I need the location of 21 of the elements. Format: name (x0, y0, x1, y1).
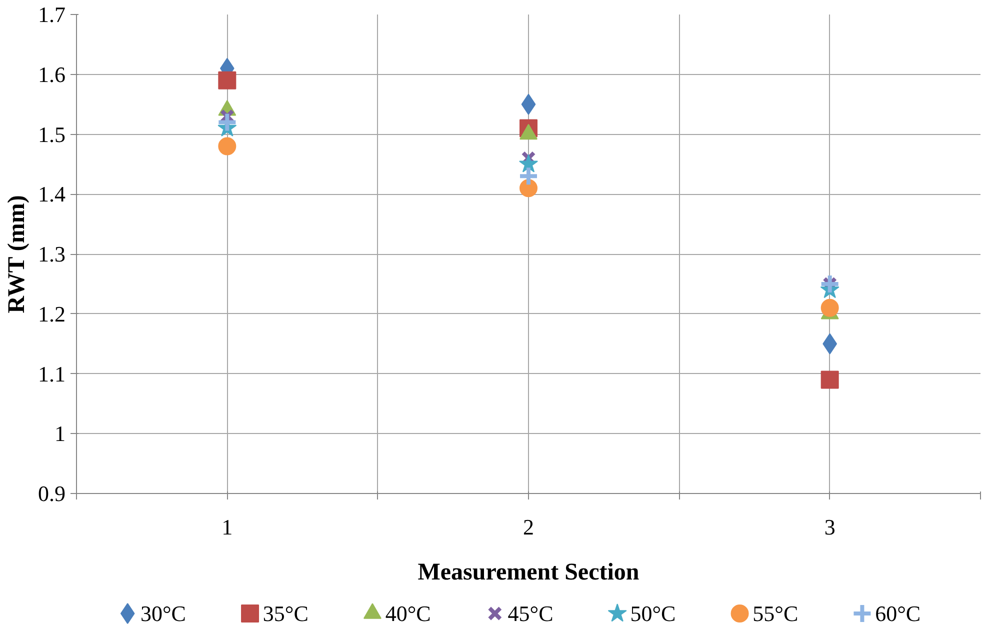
legend-label: 35°C (262, 601, 308, 626)
y-tick-label: 1 (54, 421, 66, 446)
y-tick-label: 1.4 (38, 182, 66, 207)
legend-label: 40°C (385, 601, 431, 626)
y-tick-label: 1.1 (38, 361, 66, 386)
y-axis-title: RWT (mm) (4, 195, 30, 314)
x-tick-label: 2 (523, 514, 534, 540)
legend-label: 50°C (630, 601, 676, 626)
legend-label: 60°C (875, 601, 921, 626)
y-tick-label: 1.5 (38, 122, 66, 147)
y-tick-label: 1.2 (38, 301, 66, 326)
x-tick-label: 1 (222, 514, 233, 540)
legend-label: 30°C (140, 601, 186, 626)
y-tick-label: 0.9 (38, 481, 66, 506)
y-tick-label: 1.3 (38, 242, 66, 266)
y-tick-label: 1.6 (38, 62, 66, 87)
legend-label: 55°C (752, 601, 798, 626)
y-tick-label: 1.7 (38, 2, 66, 27)
x-tick-label: 3 (824, 514, 836, 540)
legend-label: 45°C (508, 601, 554, 626)
x-axis-title: Measurement Section (418, 560, 640, 586)
